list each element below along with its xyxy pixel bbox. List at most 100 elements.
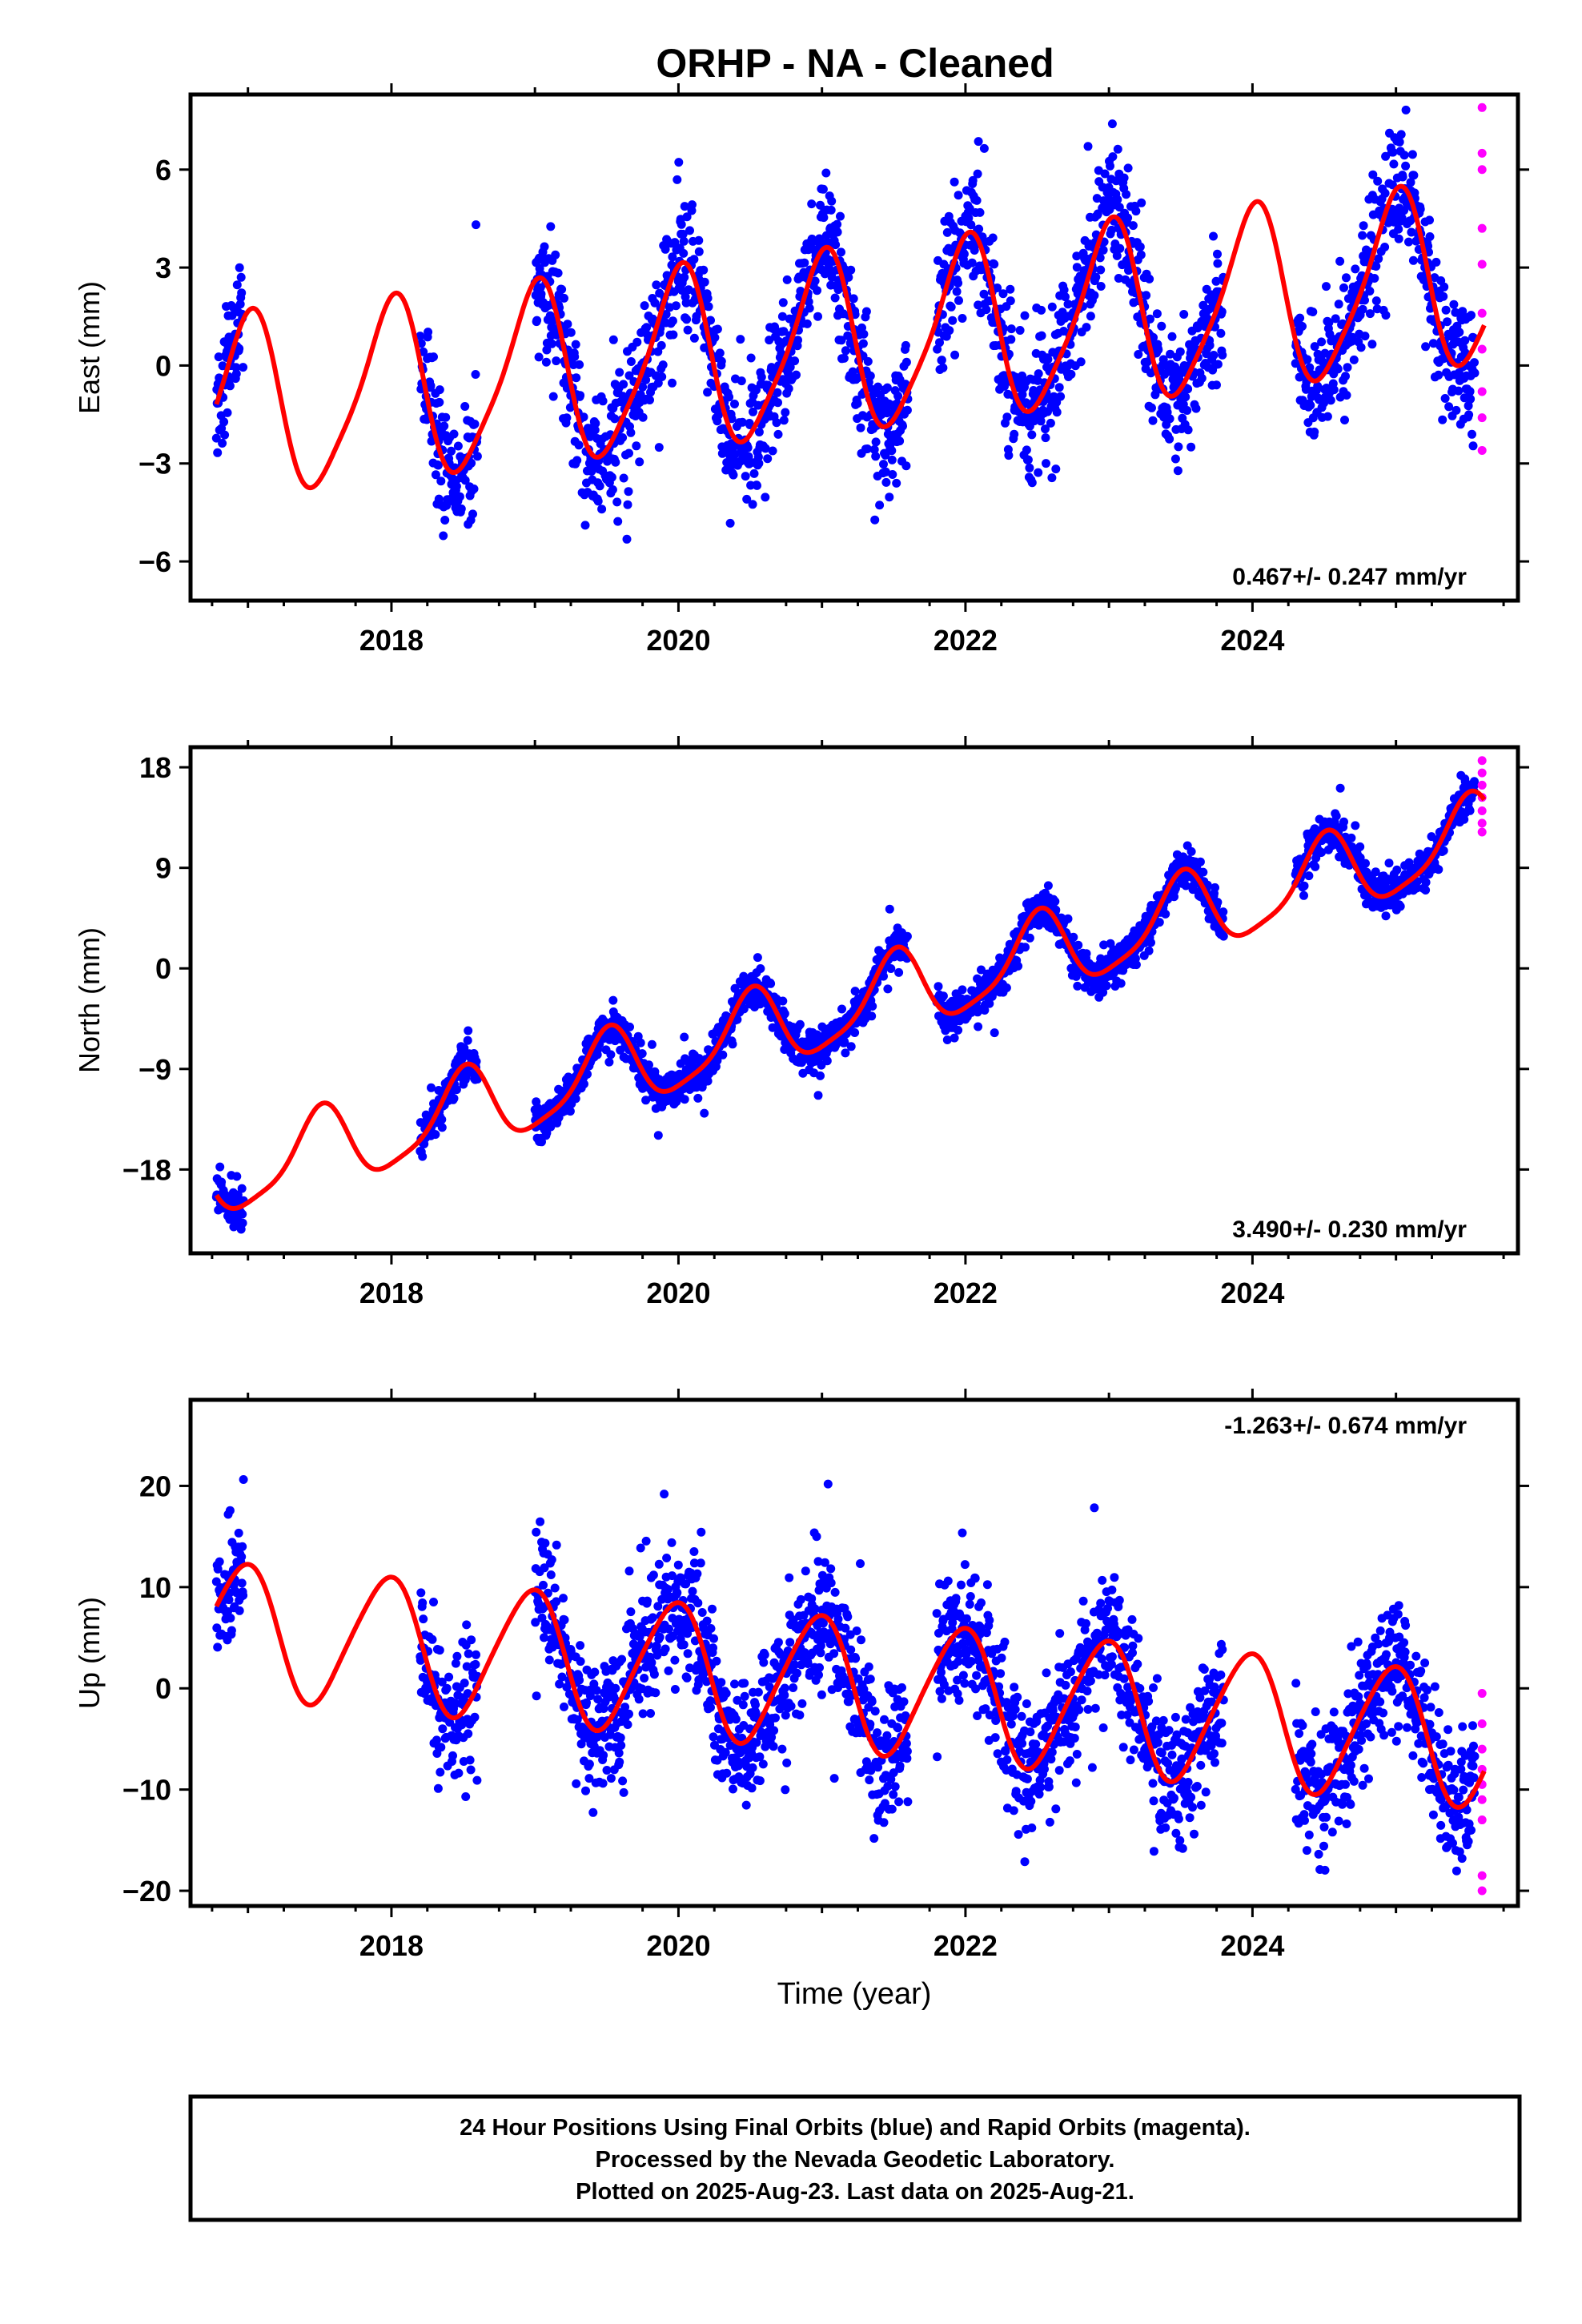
data-point xyxy=(433,1783,443,1793)
data-point xyxy=(679,1640,689,1650)
y-tick-label: −9 xyxy=(139,1053,171,1086)
data-point xyxy=(810,276,820,286)
data-point xyxy=(749,468,759,478)
data-point xyxy=(703,293,713,303)
data-point xyxy=(463,1035,472,1045)
data-point xyxy=(647,1658,656,1667)
data-point xyxy=(429,352,438,362)
data-point xyxy=(833,227,842,237)
data-point xyxy=(1335,256,1345,266)
data-point xyxy=(1072,251,1082,261)
data-point xyxy=(235,300,245,309)
data-point xyxy=(651,1688,661,1698)
data-point xyxy=(1331,811,1341,821)
data-point xyxy=(688,200,697,210)
data-point xyxy=(223,408,232,417)
data-point xyxy=(460,1043,469,1053)
data-point xyxy=(670,1655,680,1665)
data-point xyxy=(967,258,977,267)
data-point xyxy=(1165,434,1174,444)
data-point xyxy=(626,428,636,437)
data-point xyxy=(679,248,689,258)
data-point xyxy=(1066,369,1076,379)
data-point xyxy=(1361,858,1370,868)
data-point xyxy=(892,478,901,488)
data-point xyxy=(632,441,641,451)
data-point xyxy=(655,1632,665,1642)
data-point xyxy=(1306,400,1315,410)
y-tick-label: 3 xyxy=(155,251,171,284)
data-point xyxy=(644,1060,653,1070)
data-point xyxy=(1209,231,1218,241)
data-point xyxy=(837,336,846,345)
data-point xyxy=(1205,340,1215,350)
data-point xyxy=(966,220,976,230)
data-point xyxy=(654,443,664,452)
data-point xyxy=(694,235,704,245)
data-point xyxy=(712,1656,721,1666)
data-point xyxy=(813,1091,823,1100)
data-point xyxy=(749,407,757,416)
data-point xyxy=(974,1022,983,1031)
data-point xyxy=(1063,300,1073,309)
data-point xyxy=(560,1615,569,1625)
data-point xyxy=(1114,203,1124,212)
data-point xyxy=(664,1585,673,1594)
data-point xyxy=(772,418,781,428)
data-point xyxy=(1149,332,1158,342)
data-point xyxy=(706,1703,715,1712)
data-point xyxy=(793,336,802,345)
data-point xyxy=(431,470,440,480)
rapid-data-point xyxy=(1477,756,1487,766)
data-point xyxy=(1116,979,1126,988)
data-point xyxy=(583,1069,592,1079)
data-point xyxy=(606,1774,616,1783)
data-point xyxy=(1183,384,1193,394)
data-point xyxy=(438,1724,448,1734)
y-axis-label: East (mm) xyxy=(73,281,106,414)
rapid-data-point xyxy=(1477,103,1487,112)
data-point xyxy=(668,316,677,326)
data-point xyxy=(426,381,436,391)
data-point xyxy=(574,440,584,450)
data-point xyxy=(1439,292,1448,301)
data-point xyxy=(1211,883,1219,892)
data-point xyxy=(654,1559,664,1569)
data-point xyxy=(449,429,459,439)
data-point xyxy=(1452,405,1461,415)
data-point xyxy=(664,1666,673,1675)
data-point xyxy=(682,315,692,324)
data-point xyxy=(728,1039,737,1049)
data-point xyxy=(841,1048,850,1058)
data-point xyxy=(972,195,982,205)
data-point xyxy=(1166,349,1175,359)
data-point xyxy=(1006,296,1015,306)
data-point xyxy=(933,344,942,354)
data-point xyxy=(449,1094,459,1104)
data-point xyxy=(1464,401,1473,411)
data-point xyxy=(937,356,946,365)
data-point xyxy=(618,1776,628,1786)
data-point xyxy=(1397,213,1407,223)
data-point xyxy=(461,1792,471,1801)
model-fit-curve xyxy=(214,183,1487,491)
data-point xyxy=(467,458,476,468)
x-tick-label: 2024 xyxy=(1220,624,1284,657)
data-point xyxy=(1371,296,1381,306)
data-point xyxy=(819,213,829,223)
data-point xyxy=(238,1542,247,1551)
data-point xyxy=(680,1095,689,1104)
data-point xyxy=(1182,406,1192,415)
data-point xyxy=(1002,983,1011,992)
data-point xyxy=(1470,358,1479,368)
data-point xyxy=(1329,385,1339,395)
data-point xyxy=(615,1757,624,1767)
data-point xyxy=(1033,376,1042,385)
data-point xyxy=(979,143,989,153)
data-point xyxy=(1136,250,1146,259)
data-point xyxy=(821,231,831,240)
data-point xyxy=(739,1004,749,1014)
data-point xyxy=(706,1624,716,1633)
data-point xyxy=(689,1547,699,1556)
data-point xyxy=(1152,309,1162,319)
